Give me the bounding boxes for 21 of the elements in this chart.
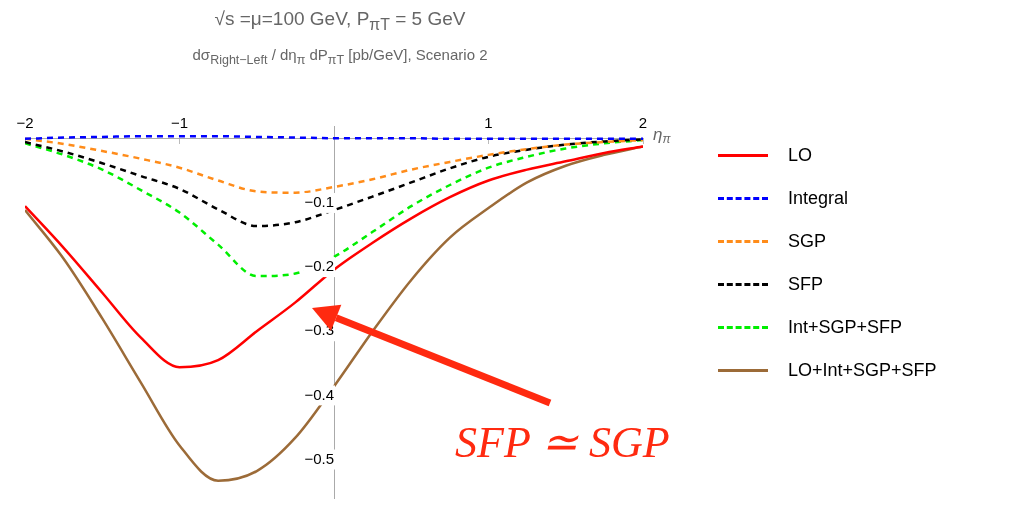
y-tick-label: −0.1 — [304, 193, 334, 211]
x-tick-label: −1 — [170, 113, 189, 131]
legend-label: SFP — [788, 274, 824, 295]
x-tick-label: −2 — [16, 113, 34, 131]
y-tick-label: −0.5 — [304, 449, 334, 467]
x-tick-label: 2 — [638, 113, 648, 131]
legend-label: Integral — [788, 188, 849, 209]
y-tick-label: −0.2 — [304, 257, 334, 275]
chart-title: √s =μ=100 GeV, P$_{πT}$ = 5 GeV — [213, 8, 467, 34]
legend-label: LO — [788, 145, 813, 166]
line-series — [25, 138, 643, 228]
x-tick-label: 1 — [484, 113, 493, 131]
annotation: SFP ≃ SGP — [455, 417, 670, 467]
line-series — [25, 137, 643, 194]
legend-label: SGP — [788, 231, 827, 252]
legend-label: Int+SGP+SFP — [788, 317, 903, 338]
line-series — [25, 138, 643, 278]
chart-subtitle: dσ$_{Right−Left}$ / dη$_{π}$ dP$_{πT}$ [pb/GeV], Scenario 2 — [191, 45, 489, 67]
y-tick-label: −0.4 — [304, 385, 334, 403]
line-series — [25, 145, 643, 369]
legend-label: LO+Int+SGP+SFP — [788, 360, 937, 381]
